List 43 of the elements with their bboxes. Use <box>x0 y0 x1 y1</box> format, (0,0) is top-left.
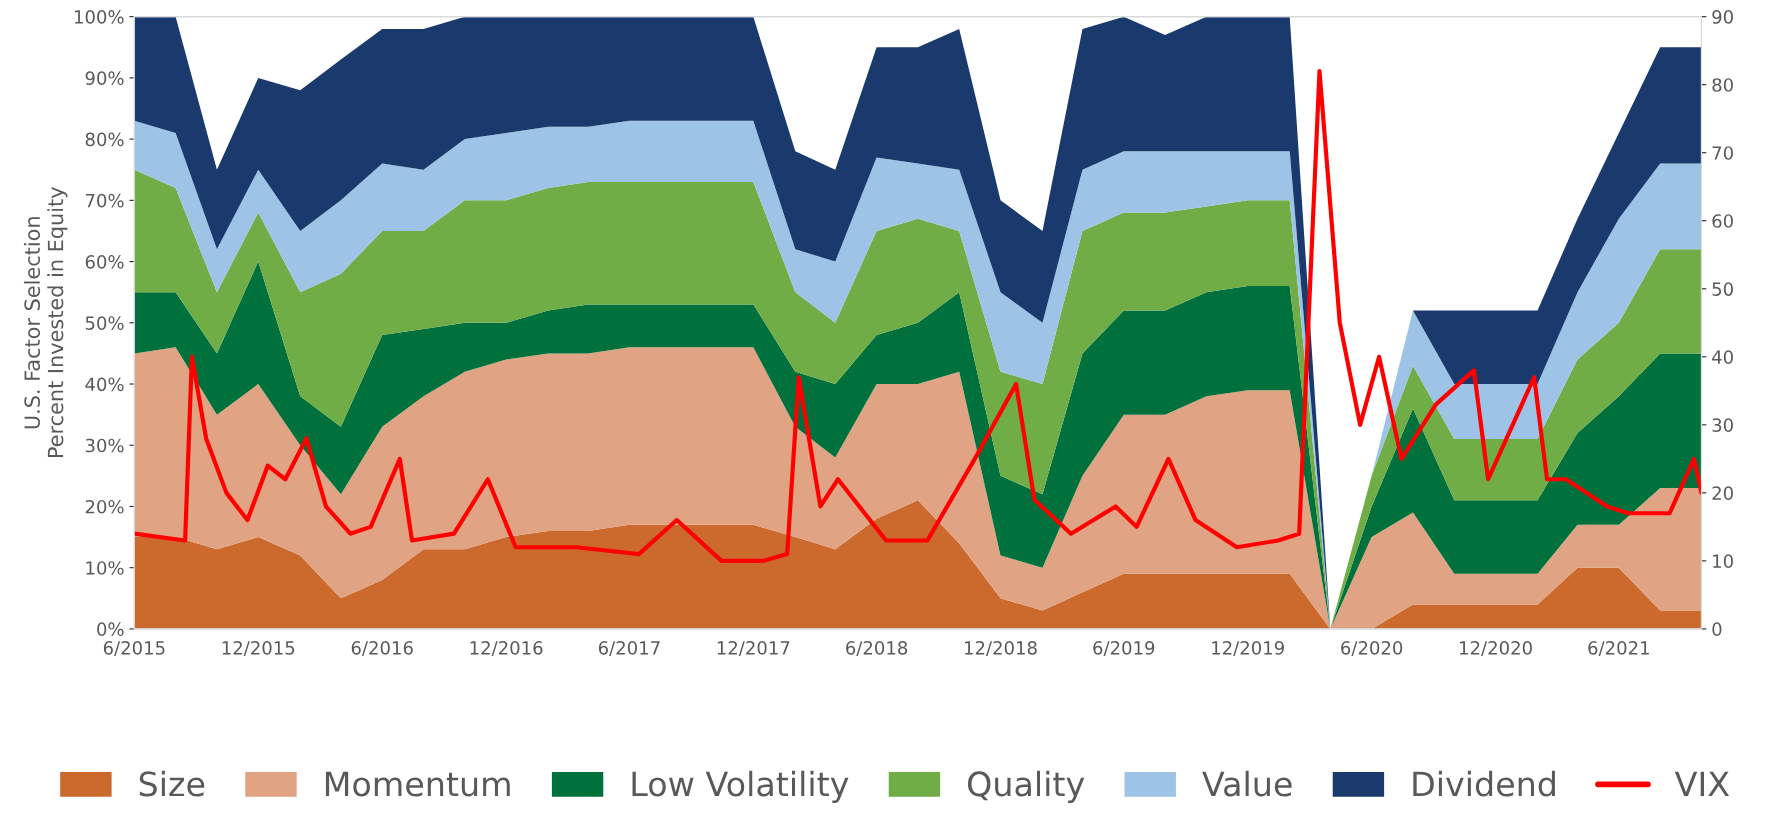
legend-label: Dividend <box>1413 770 1555 797</box>
x-tick-label: 6/2016 <box>351 641 413 657</box>
legend-label: Momentum <box>325 771 510 797</box>
y2-tick-label: 90 <box>1712 10 1733 24</box>
x-tick-label: 6/2019 <box>1093 641 1155 657</box>
legend-label: Quality <box>967 770 1085 803</box>
y-tick-label: 0% <box>97 622 124 637</box>
y2-tick-label: 20 <box>1712 486 1733 500</box>
legend-label: VIX <box>1674 771 1730 797</box>
x-tick-label: 12/2016 <box>470 641 543 657</box>
x-tick-label: 12/2017 <box>717 641 790 657</box>
y2-tick-label: 0 <box>1712 622 1722 637</box>
y-tick-label: 30% <box>85 438 124 453</box>
y-tick-label: 90% <box>85 71 124 85</box>
y-tick-label: 80% <box>85 132 124 147</box>
y-tick-label: 10% <box>86 561 124 575</box>
y-tick-label: 20% <box>85 499 124 514</box>
x-tick-label: 12/2019 <box>1212 641 1284 657</box>
x-tick-label: 12/2015 <box>222 641 295 657</box>
y2-tick-label: 70 <box>1712 146 1733 160</box>
x-tick-label: 12/2020 <box>1460 641 1532 657</box>
x-tick-label: 12/2018 <box>964 641 1037 657</box>
y-tick-label: 50% <box>85 316 124 330</box>
x-tick-label: 6/2017 <box>598 641 660 657</box>
legend-label: Low Volatility <box>632 770 849 803</box>
x-tick-label: 6/2020 <box>1341 641 1403 657</box>
y2-tick-label: 10 <box>1713 554 1733 568</box>
y2-tick-label: 80 <box>1712 78 1733 92</box>
y-tick-label: 100% <box>74 10 124 24</box>
y2-tick-label: 60 <box>1712 214 1733 228</box>
y-tick-label: 70% <box>85 193 124 208</box>
legend-label: Size <box>139 770 205 797</box>
y2-tick-label: 40 <box>1712 350 1733 364</box>
line-series <box>134 68 1702 563</box>
y2-tick-label: 50 <box>1712 282 1733 296</box>
x-tick-label: 6/2018 <box>846 641 908 657</box>
y-axis-title: U.S. Factor Selection Percent Invested in Equity <box>23 187 68 458</box>
x-tick-label: 6/2015 <box>103 641 165 657</box>
y-tick-label: 60% <box>85 255 124 269</box>
x-tick-label: 6/2021 <box>1588 641 1649 657</box>
legend-label: Value <box>1202 770 1292 797</box>
y-tick-label: 40% <box>85 377 124 392</box>
y2-tick-label: 30 <box>1712 418 1733 432</box>
